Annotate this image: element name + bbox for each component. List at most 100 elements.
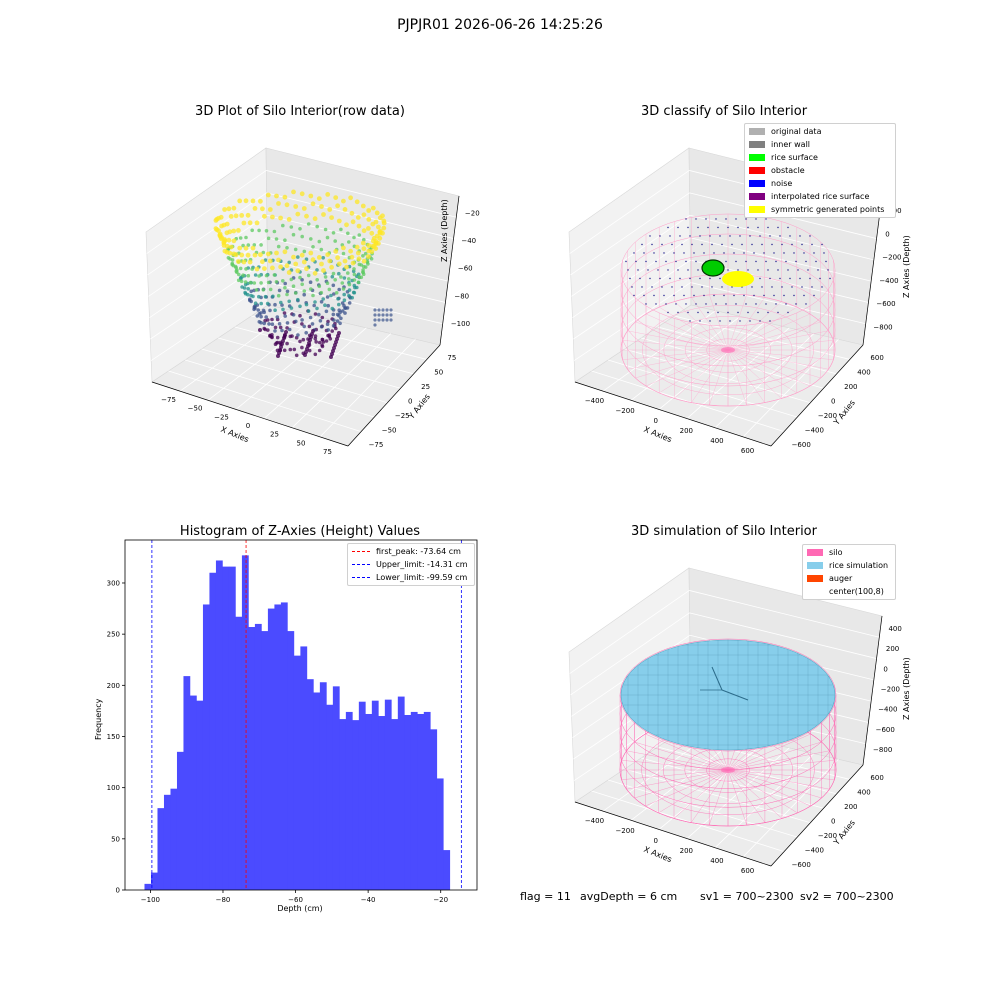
p2-noise-point — [805, 303, 807, 305]
silo-bottom-spoke — [727, 760, 835, 771]
p2-noise-point — [789, 277, 791, 280]
p1-point — [298, 313, 302, 318]
p2-noise-point — [737, 311, 739, 314]
histogram-x-tick-label: −20 — [433, 896, 448, 904]
p1-x-tick-label: 50 — [297, 439, 306, 447]
p2-z-tick-label: −200 — [882, 254, 901, 262]
p2-noise-point — [753, 252, 755, 254]
p1-point — [321, 268, 326, 273]
p1-point — [319, 290, 324, 295]
p2-noise-point — [813, 252, 815, 254]
histogram-legend: first_peak: -73.64 cm Upper_limit: -14.31… — [347, 543, 475, 586]
p1-point — [366, 248, 372, 254]
panel4-title: 3D simulation of Silo Interior — [631, 524, 817, 539]
p2-grid-line — [657, 326, 837, 375]
p2-noise-point — [739, 320, 741, 322]
p1-point — [366, 226, 371, 231]
p2-noise-point — [645, 260, 647, 263]
p1-point — [291, 313, 296, 317]
p2-noise-point — [739, 235, 741, 237]
p1-point — [362, 264, 366, 269]
legend-item: Lower_limit: -99.59 cm — [348, 571, 474, 584]
legend-swatch — [807, 588, 823, 595]
p1-x-tick-label: −25 — [214, 413, 229, 421]
p2-noise-point — [809, 277, 811, 280]
p1-point — [389, 308, 393, 312]
p1-point — [230, 261, 234, 266]
p1-point — [329, 215, 334, 221]
p2-noise-point — [643, 252, 645, 254]
p1-point — [287, 260, 292, 265]
p1-point — [293, 204, 299, 209]
p1-point — [272, 229, 277, 234]
p1-point — [245, 252, 251, 258]
p2-noise-point — [679, 235, 681, 237]
histogram-x-tick-label: −40 — [361, 896, 376, 904]
p2-x-tick-label: 600 — [741, 447, 754, 455]
p2-noise-point — [687, 269, 689, 271]
p1-point — [317, 340, 322, 345]
p1-point — [259, 314, 263, 319]
p4-grid-line — [689, 612, 877, 659]
figure-suptitle: PJPJR01 2026-06-26 14:25:26 — [397, 17, 603, 33]
p1-point — [337, 287, 342, 292]
p1-point — [376, 224, 381, 230]
p1-point — [228, 244, 234, 250]
p2-noise-point — [807, 269, 809, 271]
p1-point — [345, 306, 350, 310]
p1-point — [256, 308, 261, 312]
p2-noise-point — [691, 286, 693, 288]
p1-grid-line — [218, 337, 401, 389]
p1-y-tick-label: 75 — [447, 354, 456, 362]
p1-point — [321, 255, 326, 260]
silo-bottom-spoke — [727, 349, 834, 360]
panel3-title: Histogram of Z-Axies (Height) Values — [179, 524, 421, 539]
legend-line-swatch — [352, 551, 370, 552]
p1-point — [226, 255, 231, 260]
p1-point — [361, 228, 367, 234]
p2-grid-line — [573, 282, 691, 361]
p1-point — [276, 244, 281, 249]
p2-noise-point — [737, 226, 739, 229]
legend-item: interpolated rice surface — [745, 190, 895, 203]
p1-point — [301, 259, 307, 265]
p1-point — [282, 249, 288, 255]
p1-point — [264, 315, 269, 319]
p1-point — [296, 255, 300, 259]
p1-point — [321, 212, 326, 217]
p1-point — [369, 230, 375, 236]
p2-noise-point — [799, 277, 801, 280]
p1-y-tick-label: 50 — [434, 369, 443, 377]
p2-noise-point — [737, 269, 739, 271]
p1-point — [279, 300, 283, 305]
p1-grid-line — [147, 192, 267, 276]
p1-point — [266, 236, 271, 241]
p1-point — [338, 321, 342, 326]
p2-noise-point — [649, 235, 651, 237]
histogram-bar — [319, 682, 327, 890]
p1-z-tick-label: −80 — [454, 292, 469, 300]
p4-grid-line — [657, 746, 837, 795]
p2-noise-point — [745, 260, 747, 263]
p2-noise-point — [699, 235, 701, 237]
histogram-y-tick-label: 300 — [107, 579, 120, 587]
p2-noise-point — [679, 277, 681, 280]
p1-point — [363, 251, 368, 256]
histogram-y-tick-label: 150 — [107, 733, 120, 741]
p1-point — [377, 318, 381, 322]
p1-point — [260, 206, 265, 212]
histogram-bar — [371, 700, 379, 890]
p1-point — [291, 284, 296, 289]
p1-point — [218, 236, 224, 242]
p2-grid-line — [624, 348, 811, 404]
p2-noise-point — [665, 260, 667, 263]
p1-point — [213, 226, 219, 232]
p2-noise-point — [747, 269, 749, 271]
p2-x-tick-label: 400 — [710, 437, 723, 445]
p1-point — [296, 297, 300, 302]
p1-point — [340, 309, 345, 313]
p2-noise-point — [765, 303, 767, 305]
p1-point — [316, 196, 322, 202]
panel4-legend: silo rice simulation auger center(100,8) — [802, 544, 896, 600]
p1-point — [300, 322, 304, 326]
